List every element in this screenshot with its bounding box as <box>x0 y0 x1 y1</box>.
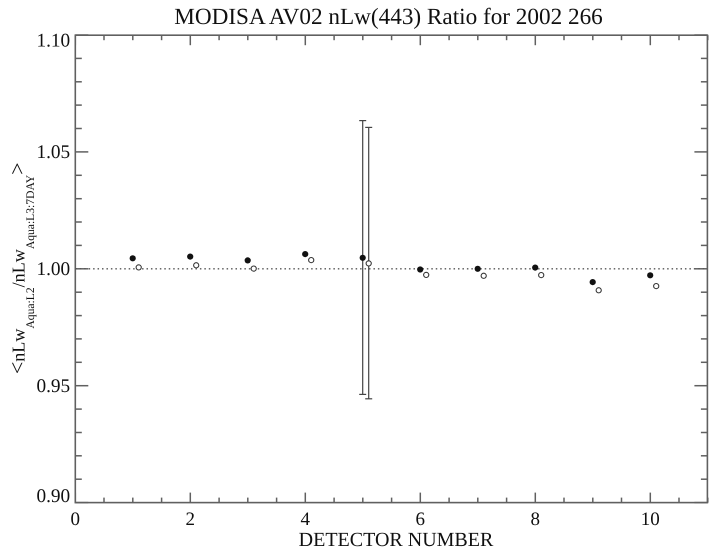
svg-text:DETECTOR NUMBER: DETECTOR NUMBER <box>299 529 494 551</box>
svg-text:0.95: 0.95 <box>36 376 70 397</box>
svg-text:10: 10 <box>641 509 660 530</box>
svg-text:MODISA AV02 nLw(443) Ratio for: MODISA AV02 nLw(443) Ratio for 2002 266 <box>174 4 603 30</box>
svg-text:1.10: 1.10 <box>36 30 70 51</box>
svg-text:1.05: 1.05 <box>36 142 70 163</box>
svg-text:1.00: 1.00 <box>36 259 70 280</box>
svg-text:2: 2 <box>186 509 196 530</box>
svg-text:4: 4 <box>301 509 311 530</box>
svg-text:<nLwAqua:L2/nLwAqua:L3:7DAY>: <nLwAqua:L2/nLwAqua:L3:7DAY> <box>4 162 37 374</box>
svg-text:0: 0 <box>71 509 81 530</box>
svg-text:8: 8 <box>531 509 541 530</box>
svg-text:0.90: 0.90 <box>36 486 70 507</box>
svg-text:6: 6 <box>416 509 426 530</box>
